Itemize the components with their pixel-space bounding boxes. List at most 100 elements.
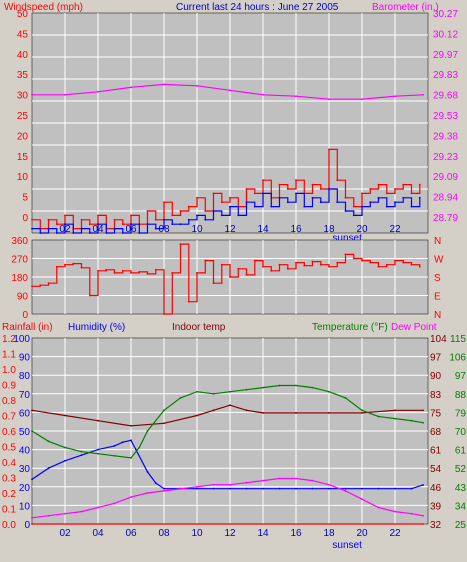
series-humidity-point xyxy=(229,487,231,490)
series-gust-point xyxy=(361,192,363,195)
series-wind-direction-point xyxy=(311,260,314,263)
sunset-label: sunset xyxy=(332,233,362,244)
series-temperature-point xyxy=(422,421,424,424)
series-wind-direction-point xyxy=(171,271,174,274)
series-average-point xyxy=(352,214,355,217)
series-wind-direction-line xyxy=(32,243,421,315)
y-tick-label: 30.12 xyxy=(433,29,458,40)
series-gust-point xyxy=(47,218,50,221)
series-wind-direction-point xyxy=(402,261,405,264)
series-gust-point xyxy=(286,188,289,190)
x-tick-label: 12 xyxy=(224,528,236,539)
indoor-temp-ticks: 104 97 90 83 75 68 61 54 46 39 32 xyxy=(430,334,447,531)
series-barometer-point xyxy=(422,93,424,96)
y-tick-label: 0.5 xyxy=(2,443,16,454)
temp-x-ticks: 02 04 06 08 10 12 14 16 18 20 22 xyxy=(59,528,401,539)
y-tick-label: 10 xyxy=(17,172,29,183)
y-tick-label: 20 xyxy=(19,483,31,494)
series-humidity-point xyxy=(163,487,165,490)
y-tick-label: 0.9 xyxy=(2,381,16,392)
series-average-point xyxy=(88,232,91,234)
series-dew-point-point xyxy=(196,485,198,488)
y-tick-label: 100 xyxy=(13,334,30,345)
series-average-point xyxy=(64,223,66,226)
series-temperature-point xyxy=(146,430,149,432)
series-dew-point-point xyxy=(422,514,424,517)
y-tick-label: 0.7 xyxy=(2,412,16,423)
x-tick-label: 10 xyxy=(191,528,203,539)
y-tick-label: 28.94 xyxy=(433,193,458,204)
series-wind-direction-point xyxy=(328,265,330,268)
series-wind-direction-point xyxy=(369,261,372,264)
series-average-point xyxy=(212,210,215,212)
y-tick-label: 90 xyxy=(430,371,442,382)
series-temperature-point xyxy=(229,390,231,393)
series-humidity-point xyxy=(146,471,149,473)
chart-title: Current last 24 hours : June 27 2005 xyxy=(176,2,339,13)
series-barometer-point xyxy=(64,93,66,96)
y-tick-label: 54 xyxy=(430,464,442,475)
series-gust-point xyxy=(352,205,355,208)
direction-series xyxy=(31,243,421,315)
series-indoor-temp-point xyxy=(64,414,66,417)
series-gust-point xyxy=(187,205,190,208)
series-average-point xyxy=(163,218,165,221)
series-temperature-line xyxy=(31,384,424,459)
series-gust-point xyxy=(31,218,33,221)
series-humidity-point xyxy=(295,487,297,490)
y-tick-label: 25 xyxy=(17,111,29,122)
series-wind-direction-point xyxy=(88,294,91,297)
y-tick-label: 97 xyxy=(430,353,442,364)
series-average-point xyxy=(105,232,108,234)
series-indoor-temp-point xyxy=(295,412,297,414)
series-average-point xyxy=(369,201,372,204)
y-tick-label: 1.2 xyxy=(2,334,16,345)
series-gust-point xyxy=(319,188,322,190)
series-temperature-point xyxy=(311,386,314,389)
y-tick-label: 34 xyxy=(455,501,467,512)
series-gust-point xyxy=(295,179,297,182)
y-tick-label: 29.09 xyxy=(433,172,458,183)
temp-grid xyxy=(32,338,428,524)
y-tick-label: 52 xyxy=(455,464,467,475)
y-tick-label: 10 xyxy=(19,501,31,512)
series-barometer-point xyxy=(361,98,363,101)
series-wind-direction-point xyxy=(245,274,248,276)
wind-x-ticks: 02 04 06 08 10 12 14 16 18 20 22 xyxy=(59,224,401,235)
windspeed-axis-title: Windspeed (mph) xyxy=(4,2,83,13)
x-tick-label: 04 xyxy=(92,528,104,539)
y-tick-label: 29.83 xyxy=(433,70,458,81)
series-gust-point xyxy=(130,214,132,217)
y-tick-label: 104 xyxy=(430,334,447,345)
y-tick-label: 360 xyxy=(11,236,28,247)
series-average-point xyxy=(361,205,363,208)
series-dew-point-point xyxy=(410,512,413,515)
series-indoor-temp-point xyxy=(394,409,396,412)
y-tick-label: 32 xyxy=(430,520,442,531)
sunset-label: sunset xyxy=(332,540,362,551)
y-tick-label: 30.27 xyxy=(433,9,458,20)
series-humidity-point xyxy=(121,441,124,444)
x-tick-label: 16 xyxy=(290,224,302,235)
series-humidity-point xyxy=(377,487,380,490)
series-average-point xyxy=(39,232,42,234)
y-tick-label: 43 xyxy=(455,483,467,494)
series-gust-point xyxy=(377,183,380,186)
y-tick-label: 180 xyxy=(11,273,28,284)
series-temperature-point xyxy=(80,450,83,453)
y-tick-label: 25 xyxy=(455,520,467,531)
series-gust-point xyxy=(196,196,198,199)
series-average-point xyxy=(97,223,99,226)
temp-series xyxy=(31,384,424,525)
y-tick-label: 88 xyxy=(455,390,467,401)
series-gust-point xyxy=(253,192,256,195)
series-humidity-point xyxy=(47,467,50,470)
series-rainfall-point xyxy=(31,523,33,525)
series-average-point xyxy=(72,232,75,234)
series-dew-point-point xyxy=(113,502,116,505)
series-gust-point xyxy=(97,214,99,217)
series-average-point xyxy=(80,227,83,230)
series-average-point xyxy=(130,223,132,226)
